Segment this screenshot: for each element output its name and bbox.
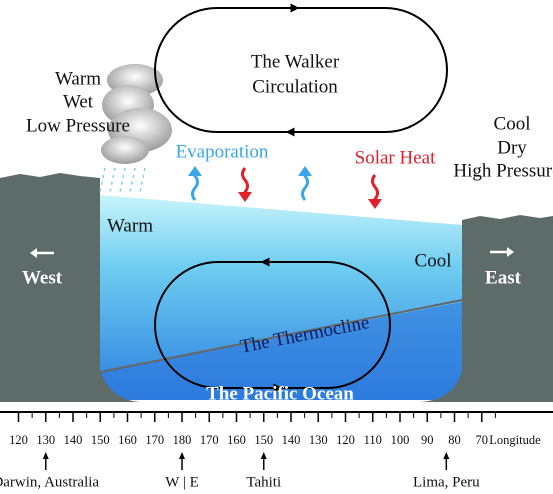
tick-label: 140 xyxy=(64,433,83,447)
label: Dry xyxy=(497,137,527,158)
location-arrow-head xyxy=(260,452,267,459)
label: Cool xyxy=(415,250,452,271)
location-label: Tahiti xyxy=(246,474,281,490)
label: High Pressure xyxy=(453,160,553,181)
tick-label: 70 xyxy=(476,433,489,447)
location-label: Darwin, Australia xyxy=(0,474,99,490)
label: West xyxy=(22,267,63,288)
tick-label: 150 xyxy=(91,433,110,447)
label: The Walker xyxy=(251,51,340,72)
cloud xyxy=(101,64,172,164)
tick-label: 100 xyxy=(391,433,410,447)
deep-water xyxy=(100,302,462,400)
label: The Pacific Ocean xyxy=(206,383,354,404)
label: Warm xyxy=(55,68,101,89)
west-arrow-head xyxy=(30,248,37,258)
label: Cool xyxy=(494,113,531,134)
tick-label: 160 xyxy=(227,433,246,447)
tick-label: 130 xyxy=(309,433,328,447)
tick-label: 150 xyxy=(254,433,273,447)
east-land xyxy=(420,215,553,402)
east-arrow-head xyxy=(507,247,514,257)
axis: 120 130 140 150 160 170 180 170 160 150 140 130 120 1… xyxy=(0,412,496,490)
tick-label: 140 xyxy=(282,433,301,447)
tick-label: 80 xyxy=(448,433,461,447)
tick-label: 180 xyxy=(173,433,192,447)
label: Wet xyxy=(63,91,94,112)
label: Circulation xyxy=(252,76,338,97)
location-label: Lima, Peru xyxy=(413,474,480,490)
tick-label: 170 xyxy=(145,433,164,447)
location-arrow-head xyxy=(42,452,49,459)
label: East xyxy=(485,267,522,288)
tick-label: 110 xyxy=(364,433,382,447)
label: Evaporation xyxy=(176,141,269,162)
tick-label: 170 xyxy=(200,433,219,447)
label: Solar Heat xyxy=(355,147,436,168)
location-arrow-head xyxy=(179,452,185,459)
heat-arrows xyxy=(188,166,382,209)
thermocline-line xyxy=(99,299,463,373)
west-land xyxy=(0,173,140,402)
axis-label: Longitude xyxy=(489,433,541,447)
tick-label: 130 xyxy=(36,433,55,447)
walker-loop xyxy=(154,7,448,133)
location-arrow-head xyxy=(443,452,450,459)
label: Low Pressure xyxy=(26,115,130,136)
location-label: W | E xyxy=(165,474,199,490)
tick-label: 120 xyxy=(9,433,28,447)
tick-label: 90 xyxy=(421,433,434,447)
tick-label: 160 xyxy=(118,433,137,447)
label: Warm xyxy=(107,215,153,236)
tick-label: 120 xyxy=(336,433,355,447)
rain xyxy=(99,167,146,193)
